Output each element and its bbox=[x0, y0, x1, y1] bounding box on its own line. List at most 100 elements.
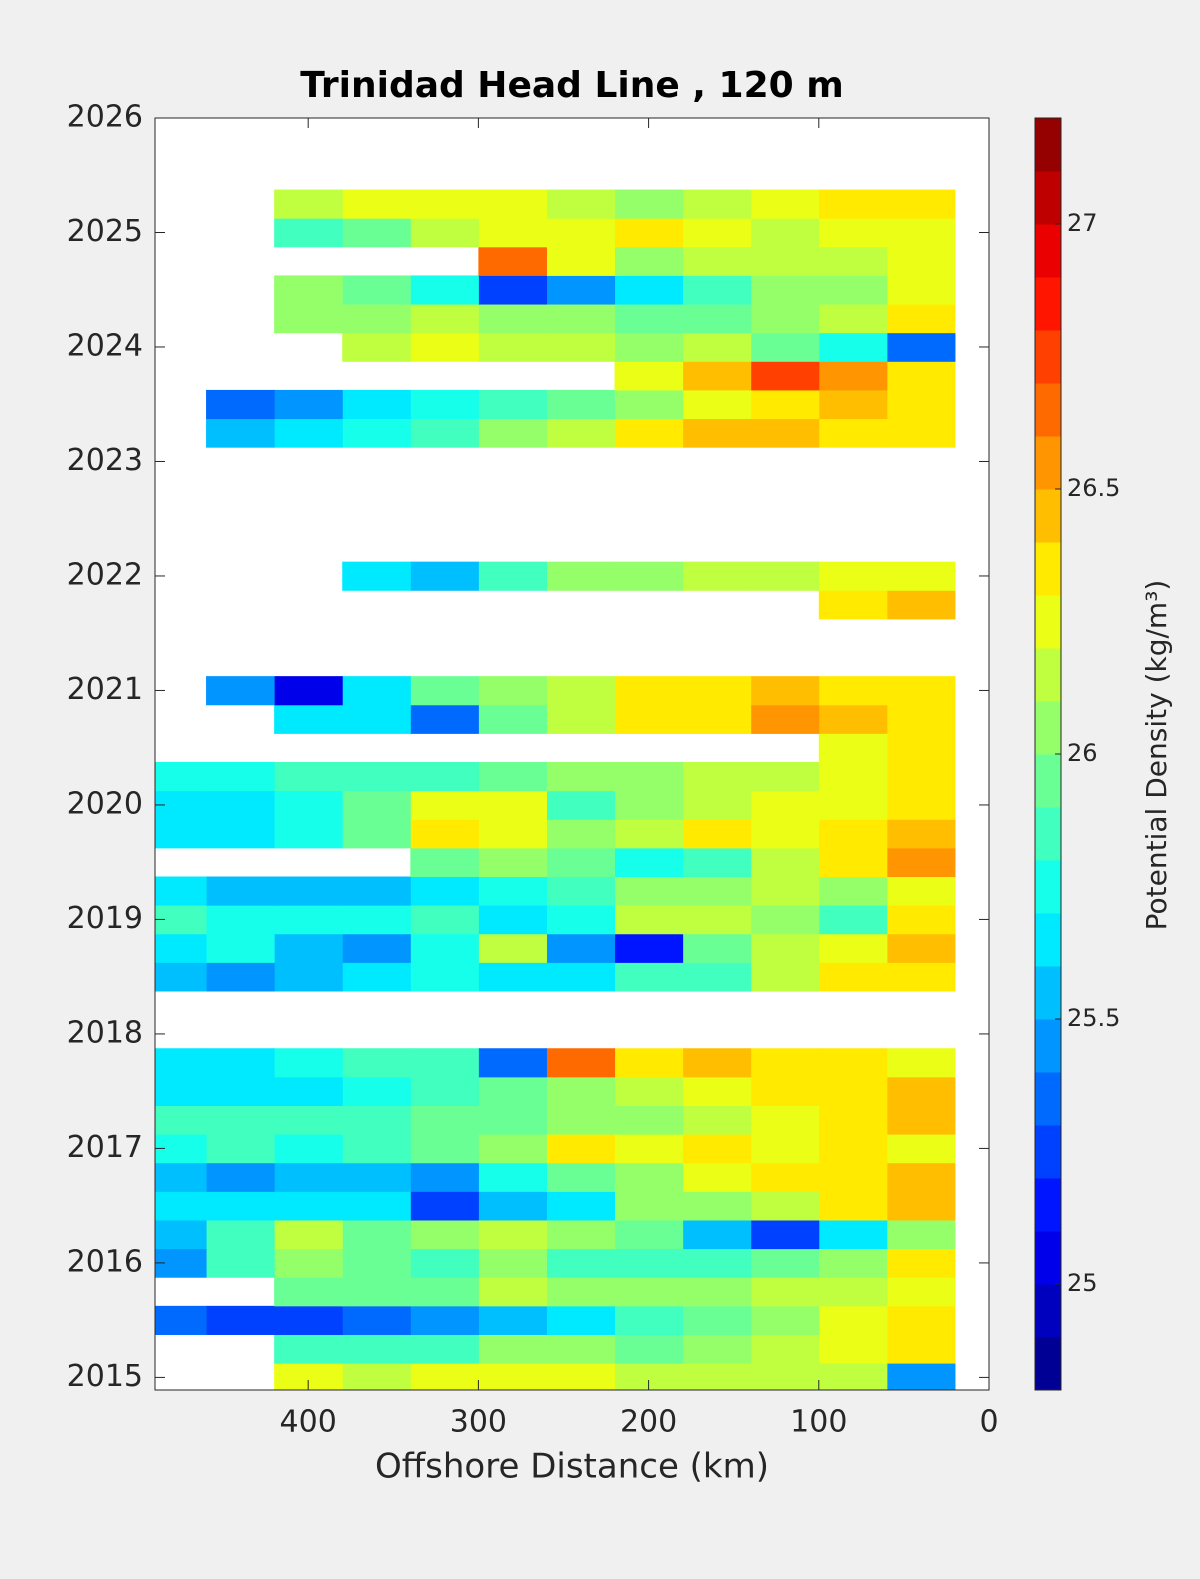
heat-cell bbox=[750, 1048, 820, 1078]
heat-cell bbox=[682, 1363, 752, 1391]
heat-cell bbox=[818, 876, 888, 906]
heat-cell bbox=[614, 1277, 684, 1307]
heat-cell bbox=[886, 361, 956, 391]
heat-cell bbox=[206, 1248, 275, 1278]
heat-cell bbox=[614, 704, 684, 734]
colorbar-segment bbox=[1035, 224, 1061, 278]
heat-cell bbox=[342, 905, 411, 935]
heat-cell bbox=[750, 1334, 820, 1364]
heat-cell bbox=[682, 790, 752, 820]
heat-cell bbox=[546, 905, 616, 935]
heat-cell bbox=[342, 218, 411, 248]
heat-cell bbox=[410, 1334, 479, 1364]
heat-cell bbox=[342, 1134, 411, 1164]
heat-cell bbox=[818, 1048, 888, 1078]
heat-cell bbox=[274, 1076, 343, 1106]
heat-cell bbox=[546, 1277, 616, 1307]
heat-cell bbox=[682, 361, 752, 391]
y-tick-label: 2025 bbox=[67, 214, 143, 249]
heat-cell bbox=[614, 561, 684, 591]
colorbar-segment bbox=[1035, 860, 1061, 914]
heat-cell bbox=[614, 962, 684, 992]
heat-cell bbox=[410, 1363, 479, 1391]
colorbar-segment bbox=[1035, 330, 1061, 384]
heat-cell bbox=[206, 1134, 275, 1164]
heat-cell bbox=[886, 304, 956, 334]
heat-cell bbox=[546, 1305, 616, 1335]
heat-cell bbox=[206, 1076, 275, 1106]
heat-cell bbox=[750, 561, 820, 591]
heat-cell bbox=[818, 847, 888, 878]
heat-cell bbox=[682, 1277, 752, 1307]
heat-cell bbox=[750, 1363, 820, 1391]
colorbar-segment bbox=[1035, 489, 1061, 543]
heat-cell bbox=[750, 1076, 820, 1106]
colorbar-segment bbox=[1035, 754, 1061, 808]
heat-cell bbox=[818, 933, 888, 963]
colorbar-segment bbox=[1035, 383, 1061, 437]
heat-cell bbox=[682, 389, 752, 420]
x-tick-label: 0 bbox=[979, 1405, 998, 1440]
heat-cell bbox=[818, 590, 888, 620]
heat-cell bbox=[546, 962, 616, 992]
heat-cell bbox=[155, 1219, 207, 1250]
heat-cell bbox=[206, 1305, 275, 1335]
heat-cell bbox=[614, 933, 684, 963]
heat-cell bbox=[818, 1219, 888, 1250]
heat-cell bbox=[546, 1134, 616, 1164]
heat-cell bbox=[886, 847, 956, 878]
colorbar-segment bbox=[1035, 648, 1061, 702]
chart-title: Trinidad Head Line , 120 m bbox=[300, 65, 843, 106]
heat-cell bbox=[614, 1105, 684, 1135]
heat-cell bbox=[818, 704, 888, 734]
y-tick-label: 2021 bbox=[67, 672, 143, 707]
heat-cell bbox=[478, 246, 547, 276]
heat-cell bbox=[886, 275, 956, 305]
colorbar-segment bbox=[1035, 1231, 1061, 1285]
heat-cell bbox=[274, 790, 343, 820]
heat-cell bbox=[750, 275, 820, 305]
heat-cell bbox=[546, 819, 616, 849]
heat-cell bbox=[410, 1162, 479, 1192]
heat-cell bbox=[206, 676, 275, 706]
heat-cell bbox=[750, 933, 820, 963]
heat-cell bbox=[818, 1363, 888, 1391]
heat-cell bbox=[274, 876, 343, 906]
heat-cell bbox=[818, 1305, 888, 1335]
heat-cell bbox=[750, 246, 820, 276]
heat-cell bbox=[478, 332, 547, 362]
heat-cell bbox=[818, 246, 888, 276]
heat-cell bbox=[478, 275, 547, 305]
heat-cell bbox=[886, 218, 956, 248]
x-tick-label: 100 bbox=[790, 1405, 847, 1440]
heat-cell bbox=[342, 1305, 411, 1335]
heat-cell bbox=[274, 1105, 343, 1135]
heat-cell bbox=[818, 1277, 888, 1307]
heat-cell bbox=[206, 1219, 275, 1250]
heat-cell bbox=[410, 933, 479, 963]
heat-cell bbox=[206, 819, 275, 849]
heat-cell bbox=[886, 933, 956, 963]
heat-cell bbox=[682, 1305, 752, 1335]
heat-cell bbox=[478, 790, 547, 820]
colorbar-tick-label: 25 bbox=[1067, 1269, 1098, 1297]
heat-cell bbox=[342, 819, 411, 849]
heat-cell bbox=[546, 790, 616, 820]
colorbar-segment bbox=[1035, 1072, 1061, 1126]
y-tick-label: 2023 bbox=[67, 443, 143, 478]
heat-cell bbox=[682, 847, 752, 878]
heat-cell bbox=[614, 1248, 684, 1278]
heat-cell bbox=[614, 1219, 684, 1250]
heat-cell bbox=[750, 962, 820, 992]
heat-cell bbox=[886, 389, 956, 420]
heat-cell bbox=[818, 905, 888, 935]
heat-cell bbox=[546, 1248, 616, 1278]
heat-cell bbox=[478, 1191, 547, 1221]
heat-cell bbox=[274, 304, 343, 334]
heat-cell bbox=[750, 876, 820, 906]
heat-cell bbox=[818, 676, 888, 706]
heat-cell bbox=[818, 418, 888, 448]
colorbar-segment bbox=[1035, 595, 1061, 649]
colorbar-segment bbox=[1035, 436, 1061, 490]
heat-cell bbox=[342, 418, 411, 448]
